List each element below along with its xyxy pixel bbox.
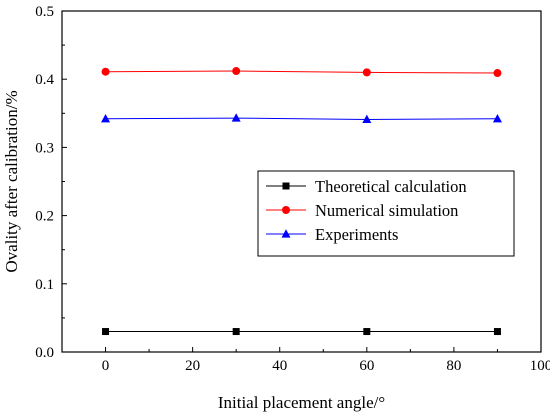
series-2 bbox=[101, 67, 502, 78]
y-tick-label: 0.3 bbox=[35, 140, 54, 156]
legend-item-3: Experiments bbox=[266, 225, 398, 244]
data-point bbox=[363, 328, 371, 336]
data-point bbox=[492, 113, 502, 123]
data-point bbox=[232, 328, 240, 336]
legend-marker bbox=[282, 206, 290, 214]
data-point bbox=[102, 328, 110, 336]
legend-label: Theoretical calculation bbox=[315, 177, 467, 196]
y-tick-label: 0.2 bbox=[35, 209, 54, 225]
data-point bbox=[231, 113, 241, 122]
data-point bbox=[493, 328, 501, 336]
legend-marker bbox=[281, 229, 291, 238]
data-point bbox=[232, 67, 241, 76]
y-axis-ticks: 0.0 0.1 0.2 0.3 0.4 0.5 bbox=[35, 4, 67, 361]
data-point bbox=[493, 69, 502, 78]
x-axis-ticks: 0 20 40 60 80 100 bbox=[61, 347, 550, 374]
legend-box bbox=[257, 170, 515, 257]
x-tick-label: 20 bbox=[185, 358, 200, 374]
data-point bbox=[362, 68, 371, 77]
x-tick-label: 40 bbox=[272, 358, 287, 374]
legend-marker bbox=[282, 182, 290, 190]
x-tick-label: 0 bbox=[102, 358, 110, 374]
legend-item-1: Theoretical calculation bbox=[266, 177, 467, 196]
y-tick-label: 0.4 bbox=[35, 72, 54, 88]
y-tick-label: 0.1 bbox=[35, 277, 54, 293]
series-layer bbox=[101, 67, 502, 336]
data-point bbox=[362, 114, 372, 124]
legend-item-2: Numerical simulation bbox=[266, 201, 458, 220]
x-tick-label: 60 bbox=[359, 358, 374, 374]
x-tick-label: 100 bbox=[530, 358, 550, 374]
series-line bbox=[105, 70, 498, 74]
x-axis-title: Initial placement angle/° bbox=[218, 393, 385, 412]
data-point bbox=[101, 113, 111, 123]
legend-label: Experiments bbox=[315, 225, 398, 244]
y-tick-label: 0.5 bbox=[35, 4, 54, 20]
series-1 bbox=[102, 328, 501, 336]
series-line bbox=[105, 117, 498, 120]
legend: Theoretical calculation Numerical simulat… bbox=[257, 170, 515, 257]
series-3 bbox=[101, 113, 502, 124]
y-axis-title: Ovality after calibration/% bbox=[2, 90, 21, 272]
data-point bbox=[101, 67, 110, 76]
y-tick-label: 0.0 bbox=[35, 345, 54, 361]
legend-label: Numerical simulation bbox=[315, 201, 458, 220]
x-tick-label: 80 bbox=[446, 358, 461, 374]
